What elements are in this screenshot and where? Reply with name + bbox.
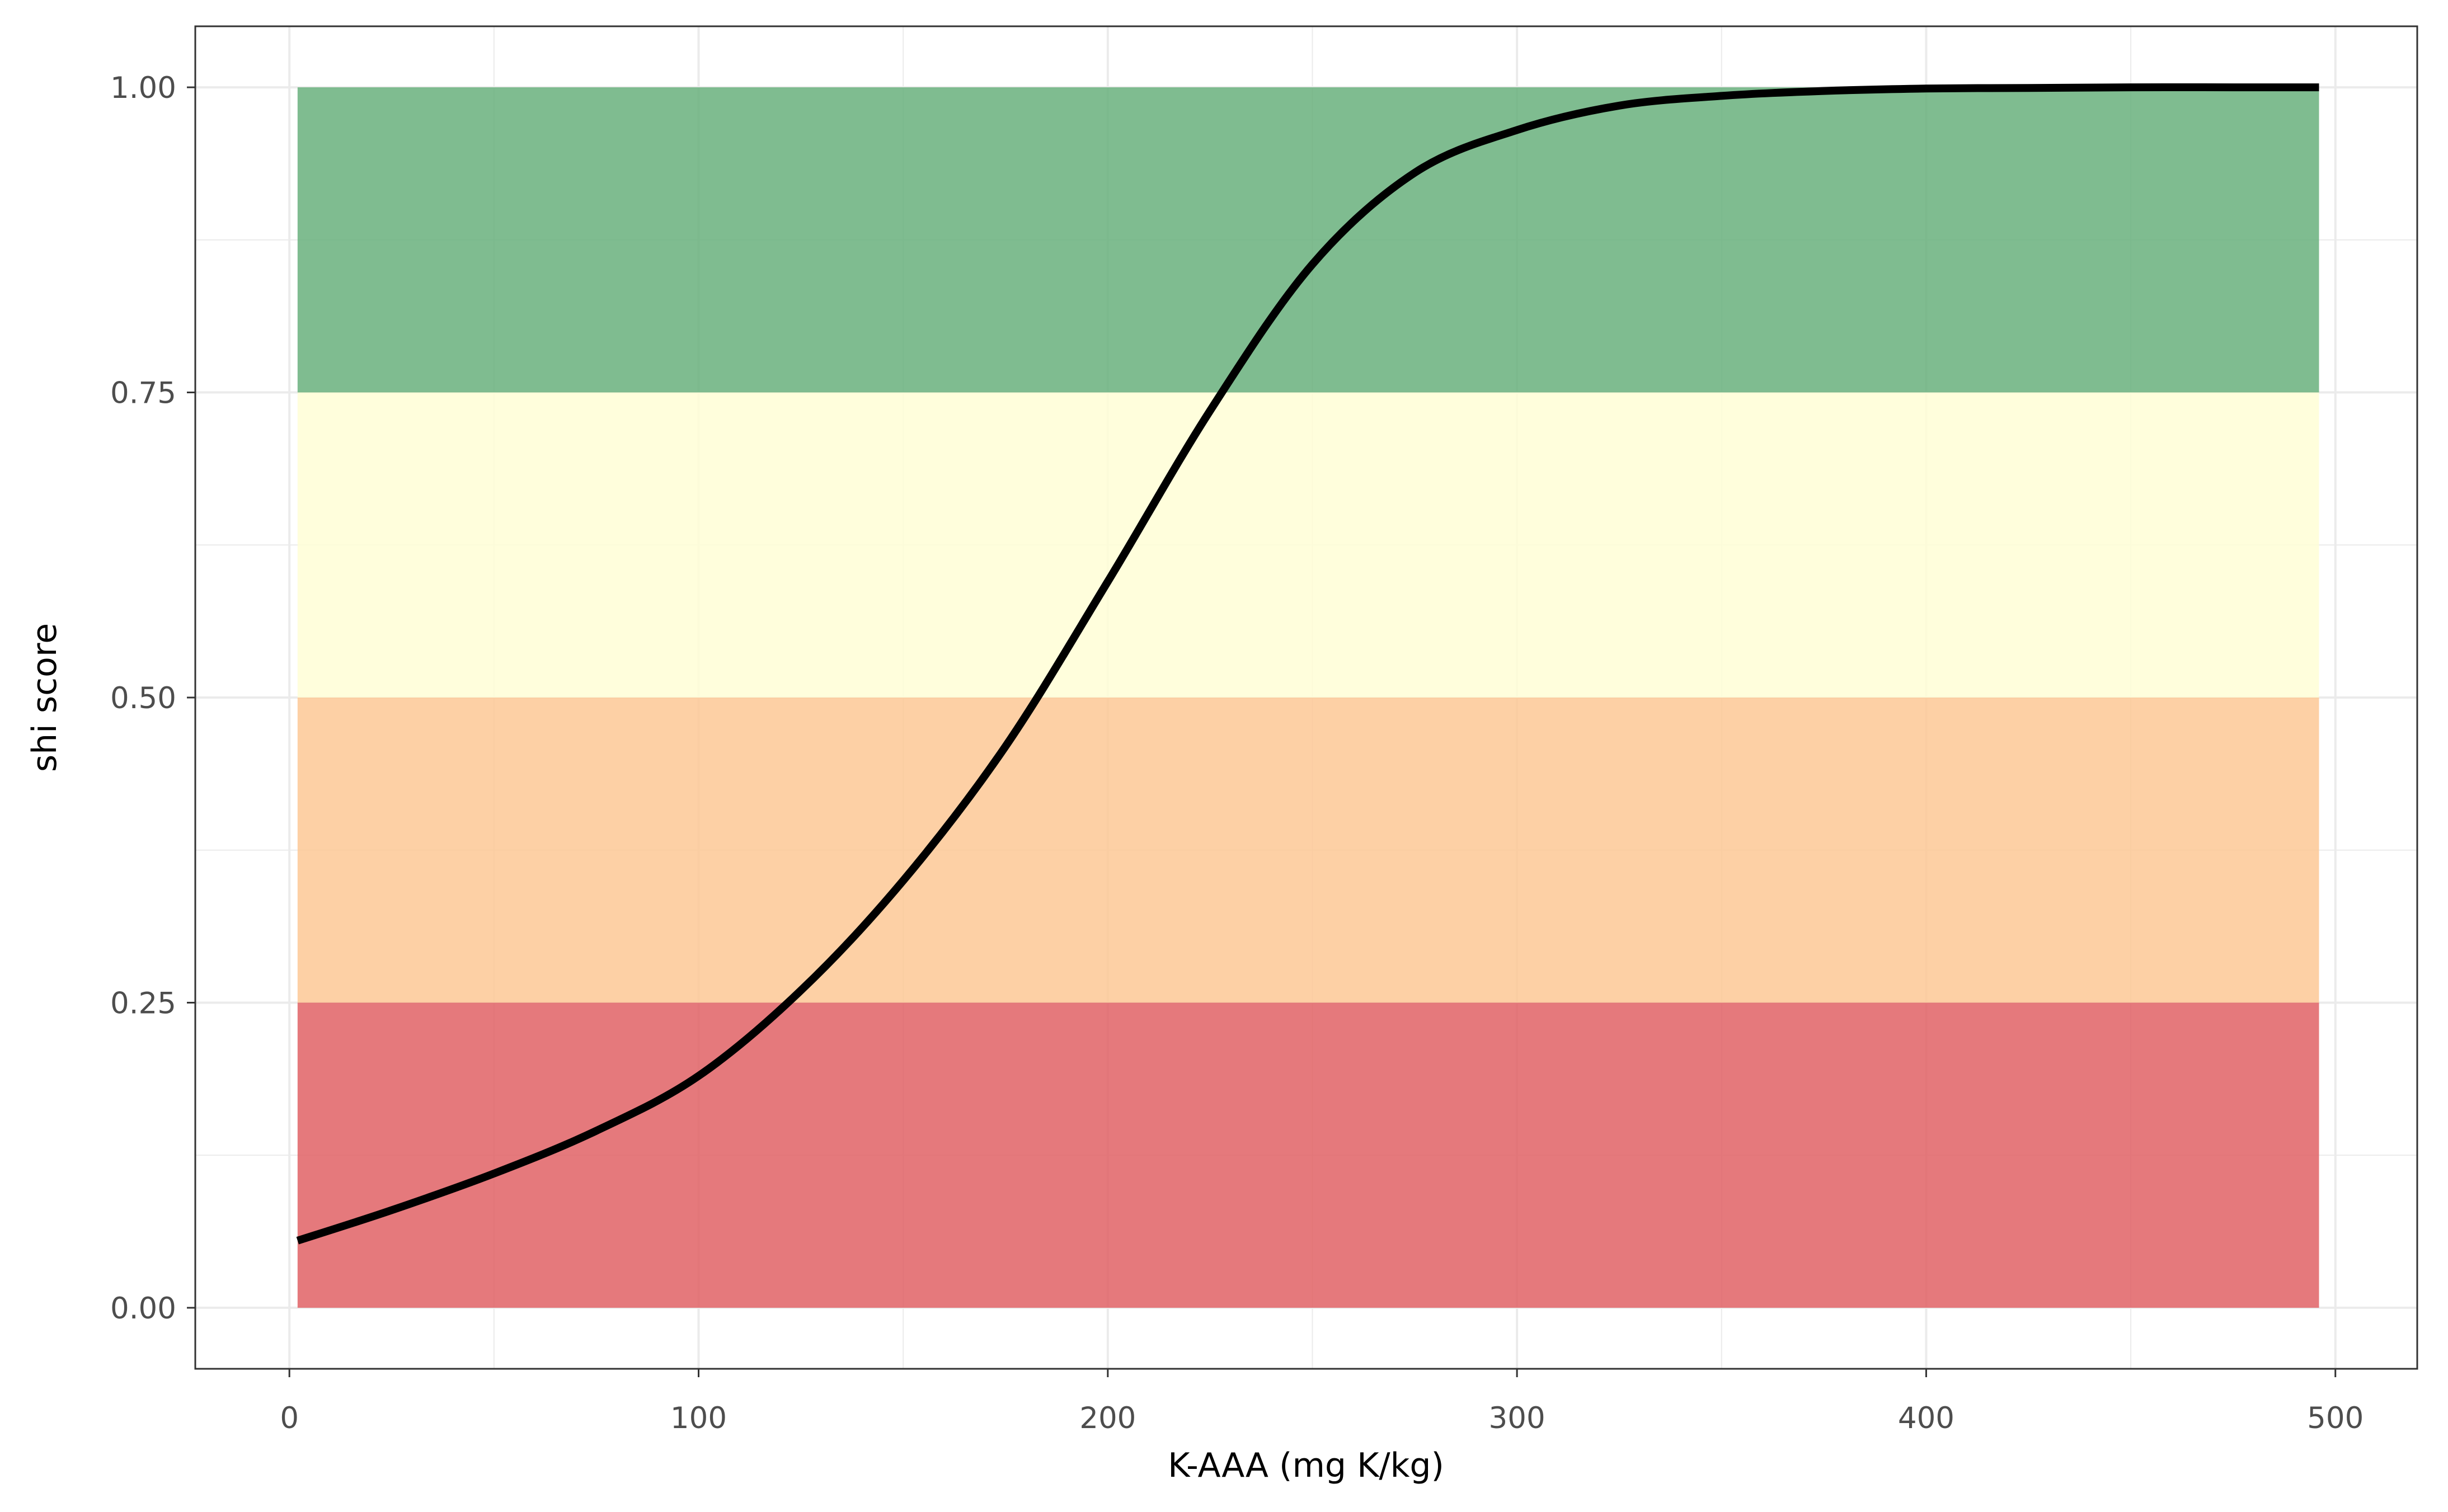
y-tick-label: 0.00: [110, 1292, 176, 1326]
y-tick-label: 1.00: [110, 71, 176, 105]
x-tick-label: 200: [1079, 1401, 1136, 1435]
y-tick-label: 0.75: [110, 376, 176, 411]
score-band: [297, 392, 2319, 698]
series-layer: [296, 83, 2319, 1245]
score-bands: [297, 87, 2319, 1308]
score-band: [297, 698, 2319, 1003]
y-axis-title: shi score: [25, 623, 64, 772]
x-tick-label: 0: [280, 1401, 299, 1435]
series-line: [296, 83, 2319, 1245]
y-axis: 0.00 0.25 0.50 0.75 1.00: [110, 71, 195, 1326]
score-band: [297, 87, 2319, 393]
x-axis-title: K-AAA (mg K/kg): [1168, 1446, 1444, 1485]
x-tick-label: 500: [2307, 1401, 2364, 1435]
x-tick-label: 100: [670, 1401, 727, 1435]
x-axis: 0 100 200 300 400 500: [280, 1369, 2364, 1435]
score-band: [297, 1002, 2319, 1308]
x-tick-label: 300: [1489, 1401, 1545, 1435]
y-tick-label: 0.25: [110, 986, 176, 1020]
y-tick-label: 0.50: [110, 681, 176, 715]
x-tick-label: 400: [1898, 1401, 1954, 1435]
